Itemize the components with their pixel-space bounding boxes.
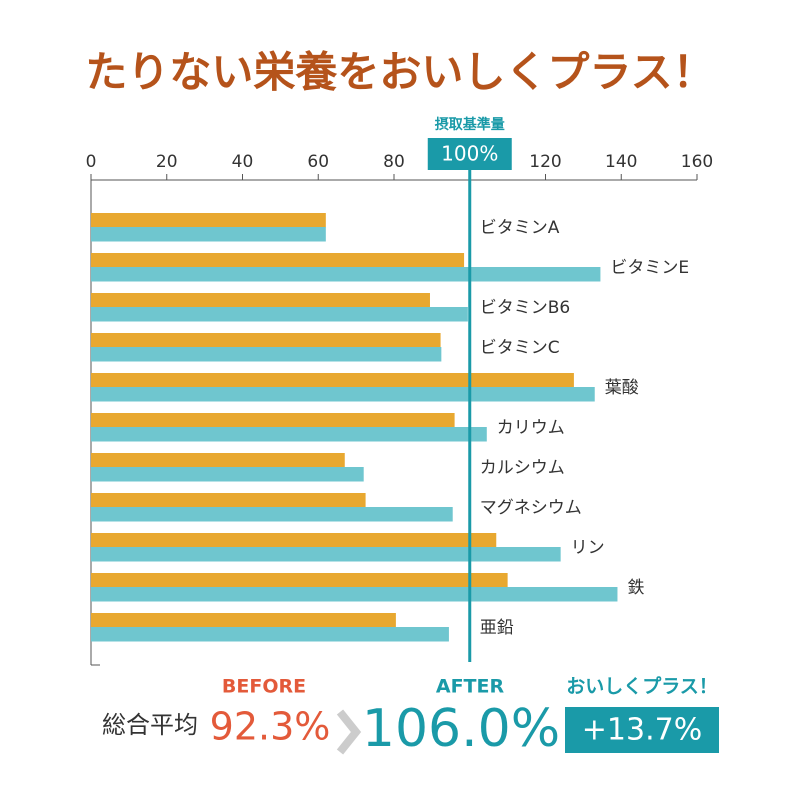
plus-box <box>565 707 719 753</box>
bar <box>91 267 601 282</box>
bar <box>91 307 468 322</box>
bar <box>91 627 449 642</box>
bar <box>91 387 595 402</box>
category-label: 鉄 <box>627 578 644 598</box>
bar <box>91 413 455 428</box>
bar <box>91 467 364 482</box>
summary-label: 総合平均 <box>102 711 198 739</box>
after-label: AFTER <box>436 676 505 698</box>
bar <box>91 227 326 242</box>
reference-label: 100% <box>441 142 498 166</box>
category-label: 亜鉛 <box>480 618 514 638</box>
category-label: ビタミンA <box>480 218 560 238</box>
bar <box>91 493 366 508</box>
after-value: 106.0% <box>362 699 560 759</box>
x-tick-label: 120 <box>529 152 561 172</box>
category-label: マグネシウム <box>480 498 582 518</box>
x-tick-label: 140 <box>605 152 637 172</box>
reference-box <box>427 138 512 170</box>
plus-value: +13.7% <box>582 713 702 748</box>
before-label: BEFORE <box>222 676 306 698</box>
bar <box>91 427 487 442</box>
bar <box>91 613 396 628</box>
category-label: カリウム <box>497 418 565 438</box>
x-tick-label: 160 <box>681 152 713 172</box>
x-tick-label: 0 <box>86 152 97 172</box>
bar <box>91 293 430 308</box>
reference-title: 摂取基準量 <box>435 116 505 133</box>
bar <box>91 587 618 602</box>
bar <box>91 373 574 388</box>
bar <box>91 253 465 268</box>
plus-label: おいしくプラス！ <box>566 675 718 698</box>
x-tick-label: 60 <box>307 152 329 172</box>
bar <box>91 507 453 522</box>
category-label: カルシウム <box>480 458 565 478</box>
bar <box>91 533 497 548</box>
bar <box>91 347 442 362</box>
arrow <box>336 709 362 755</box>
bar <box>91 573 508 588</box>
category-label: ビタミンB6 <box>480 298 570 318</box>
category-label: ビタミンC <box>480 338 560 358</box>
before-value: 92.3% <box>210 705 331 749</box>
category-label: リン <box>571 538 605 558</box>
x-tick-label: 20 <box>156 152 178 172</box>
x-tick-label: 80 <box>383 152 405 172</box>
bar <box>91 333 441 348</box>
category-label: ビタミンE <box>610 258 689 278</box>
category-label: 葉酸 <box>605 378 639 398</box>
bar <box>91 213 326 228</box>
x-tick-label: 40 <box>232 152 254 172</box>
bar <box>91 453 345 468</box>
bar <box>91 547 561 562</box>
chart-title: たりない栄養をおいしくプラス！ <box>85 48 714 97</box>
